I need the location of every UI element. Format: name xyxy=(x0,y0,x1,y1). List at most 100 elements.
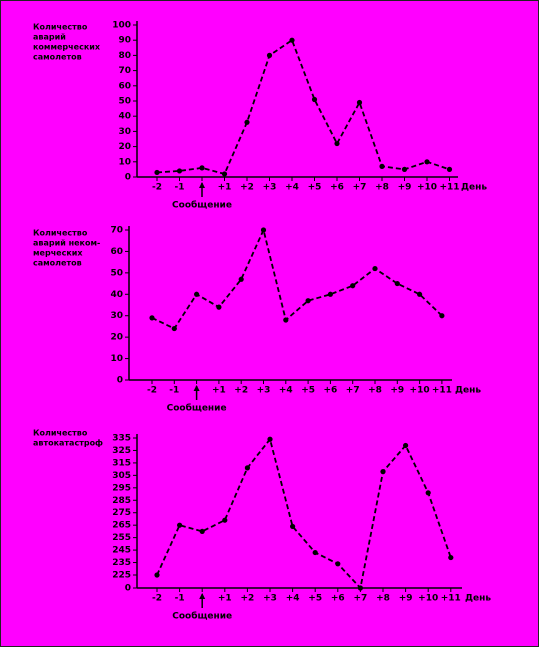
data-point xyxy=(379,163,385,169)
data-point xyxy=(289,37,295,43)
data-line xyxy=(156,38,450,176)
axis-title: самолетов xyxy=(33,53,82,62)
x-tick-label: -1 xyxy=(169,386,179,396)
data-point xyxy=(199,528,205,535)
x-tick-label: +4 xyxy=(286,594,300,604)
data-point xyxy=(266,52,273,59)
y-tick-label: 40 xyxy=(118,112,131,122)
x-tick-label: +1 xyxy=(218,594,232,604)
data-point xyxy=(394,280,400,287)
y-tick-label: 10 xyxy=(118,157,131,167)
data-point xyxy=(176,168,183,174)
x-tick-label: -1 xyxy=(175,183,185,193)
y-tick-label: 80 xyxy=(118,51,131,61)
y-tick-label: 295 xyxy=(112,483,131,493)
data-point xyxy=(327,291,333,297)
data-point xyxy=(305,298,311,304)
data-point xyxy=(154,572,160,578)
data-point xyxy=(267,436,273,442)
data-point xyxy=(335,561,341,567)
data-point xyxy=(350,283,356,289)
y-tick-label: 50 xyxy=(118,97,131,107)
y-tick-label: 0 xyxy=(125,173,131,183)
y-tick-label: 225 xyxy=(112,571,131,581)
y-tick-label: 265 xyxy=(112,521,131,531)
x-tick-label: +10 xyxy=(410,386,430,396)
x-tick-label: +7 xyxy=(353,594,367,604)
data-point xyxy=(171,325,177,332)
data-point xyxy=(216,304,222,310)
arrow-head xyxy=(193,385,200,391)
data-line xyxy=(156,437,452,590)
data-point xyxy=(425,490,431,496)
y-tick-label: 40 xyxy=(110,290,123,300)
data-point xyxy=(424,159,430,165)
axis-title: автокатастроф xyxy=(33,439,103,448)
x-tick-label: +3 xyxy=(257,386,271,396)
y-tick-label: 255 xyxy=(112,533,131,543)
x-tick-label: +2 xyxy=(240,594,254,604)
x-tick-label: -1 xyxy=(175,594,185,604)
y-tick-label: 315 xyxy=(112,458,131,468)
y-tick-label: 50 xyxy=(110,268,123,278)
x-tick-label: +11 xyxy=(441,594,461,604)
x-tick-label: -2 xyxy=(152,594,162,604)
data-point xyxy=(417,291,423,297)
y-tick-label: 20 xyxy=(118,142,131,152)
y-tick-label: 20 xyxy=(110,333,123,343)
axis-title: коммерческих xyxy=(33,43,101,52)
x-tick-label: +6 xyxy=(323,386,337,396)
x-tick-label: +5 xyxy=(308,594,322,604)
x-tick-label: +11 xyxy=(439,183,459,193)
data-point xyxy=(221,171,228,177)
y-tick-label: 0 xyxy=(125,584,131,594)
data-point xyxy=(380,469,386,475)
axis-title: Количество xyxy=(33,229,88,238)
x-tick-label: +4 xyxy=(285,183,299,193)
x-tick-label: +5 xyxy=(301,386,315,396)
y-tick-label: 70 xyxy=(118,66,131,76)
data-point xyxy=(439,313,445,319)
x-tick-label: +10 xyxy=(418,594,438,604)
x-tick-label: +9 xyxy=(399,594,413,604)
data-point xyxy=(357,585,363,591)
x-tick-label: +6 xyxy=(330,183,344,193)
y-tick-label: 30 xyxy=(110,311,123,321)
y-tick-label: 285 xyxy=(112,496,131,506)
y-tick-label: 305 xyxy=(112,471,131,481)
x-tick-label: +4 xyxy=(279,386,293,396)
x-tick-label: +5 xyxy=(308,183,322,193)
data-point xyxy=(244,119,250,125)
axis-title: мерческих xyxy=(33,249,83,258)
annotation: Сообщение xyxy=(167,403,227,414)
x-axis-label: День xyxy=(455,386,481,396)
data-point xyxy=(334,140,340,147)
data-point xyxy=(177,522,183,528)
y-tick-label: 60 xyxy=(110,247,123,257)
arrow-head xyxy=(199,182,205,188)
data-point xyxy=(446,166,453,172)
axis-title: Количество xyxy=(33,23,88,32)
x-tick-label: +11 xyxy=(432,386,452,396)
y-tick-label: 325 xyxy=(112,446,131,456)
x-tick-label: +2 xyxy=(240,183,254,193)
y-tick-label: 60 xyxy=(118,81,131,91)
x-tick-label: +3 xyxy=(263,183,277,193)
data-point xyxy=(312,549,318,556)
x-axis-label: День xyxy=(465,594,491,604)
x-tick-label: +7 xyxy=(353,183,367,193)
y-tick-label: 275 xyxy=(112,508,131,518)
axis-title: самолетов xyxy=(33,259,82,268)
data-point xyxy=(311,96,318,103)
data-point xyxy=(244,465,250,471)
x-tick-label: +1 xyxy=(218,183,232,193)
data-point xyxy=(290,523,296,530)
x-tick-label: +3 xyxy=(263,594,277,604)
x-tick-label: +6 xyxy=(331,594,345,604)
x-tick-label: +9 xyxy=(390,386,404,396)
data-point xyxy=(222,517,228,523)
x-tick-label: -2 xyxy=(147,386,157,396)
data-point xyxy=(260,227,267,233)
x-tick-label: +2 xyxy=(234,386,248,396)
